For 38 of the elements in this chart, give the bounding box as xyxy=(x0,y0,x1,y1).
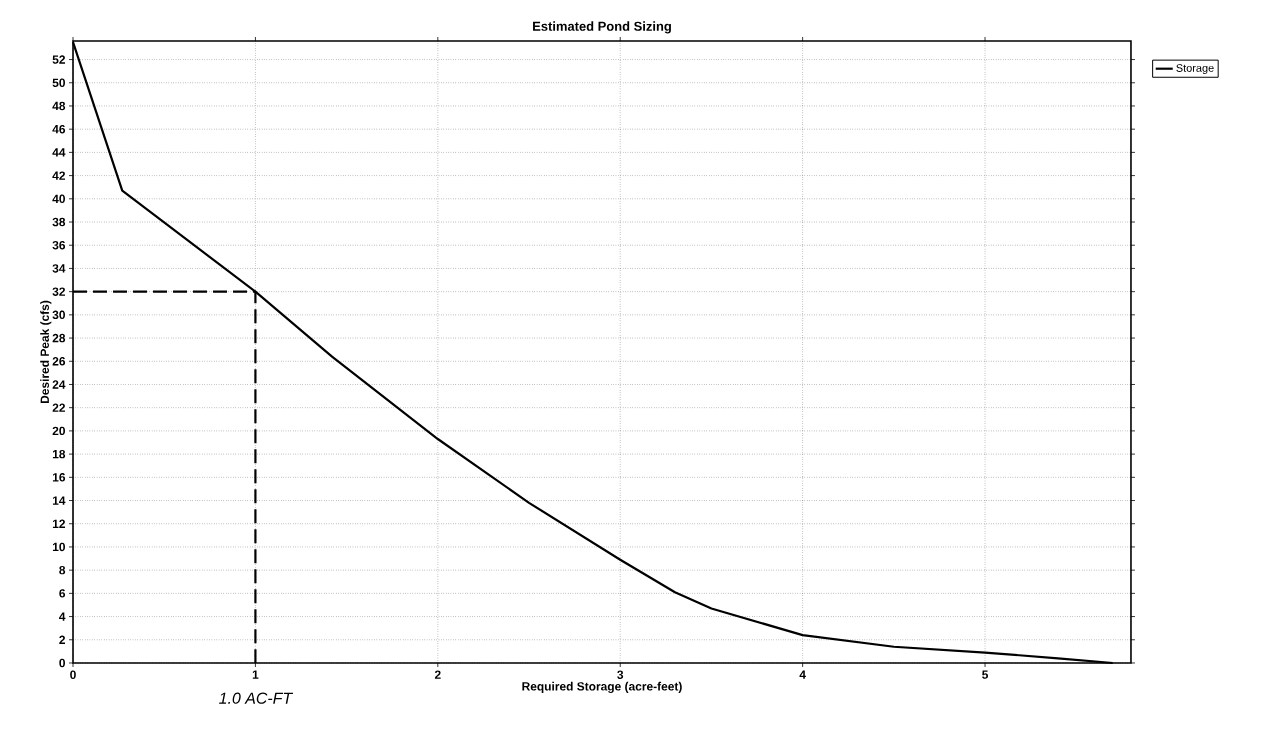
y-tick-label: 26 xyxy=(52,357,66,366)
x-axis-title: Required Storage (acre-feet) xyxy=(522,681,682,694)
y-tick-label: 50 xyxy=(52,78,65,87)
y-axis-title: Desired Peak (cfs) xyxy=(40,300,52,404)
y-tick-label: 24 xyxy=(52,380,66,389)
y-tick-label: 22 xyxy=(52,403,66,412)
x-tick-label: 4 xyxy=(799,670,806,679)
y-tick-label: 42 xyxy=(52,171,66,180)
y-tick-label: 18 xyxy=(52,449,66,459)
x-tick-label: 3 xyxy=(617,670,624,679)
legend-label: Storage xyxy=(1176,64,1214,75)
y-tick-label: 40 xyxy=(52,194,65,204)
y-tick-label: 20 xyxy=(52,426,65,436)
y-tick-label: 0 xyxy=(59,658,65,668)
y-tick-label: 44 xyxy=(52,148,66,157)
y-tick-label: 46 xyxy=(52,124,66,134)
x-tick-label: 2 xyxy=(434,670,441,679)
y-tick-label: 2 xyxy=(59,635,66,644)
x-tick-label: 0 xyxy=(70,670,76,679)
x-tick-label: 5 xyxy=(982,670,989,679)
y-tick-label: 38 xyxy=(52,217,66,227)
y-tick-label: 30 xyxy=(52,310,65,320)
y-tick-label: 12 xyxy=(52,519,66,528)
annotation: 1.0 AC-FT xyxy=(219,692,294,704)
y-tick-label: 8 xyxy=(59,565,66,575)
y-tick-label: 48 xyxy=(52,101,66,111)
y-tick-label: 52 xyxy=(52,55,66,64)
chart-title: Estimated Pond Sizing xyxy=(533,21,671,34)
y-tick-label: 4 xyxy=(59,612,66,621)
y-tick-label: 28 xyxy=(52,333,66,343)
y-tick-label: 32 xyxy=(52,287,66,296)
y-tick-label: 10 xyxy=(52,542,65,552)
y-tick-label: 36 xyxy=(52,240,66,250)
y-tick-label: 14 xyxy=(52,496,66,505)
x-tick-label: 1 xyxy=(252,670,259,679)
y-tick-label: 16 xyxy=(52,473,66,482)
y-tick-label: 6 xyxy=(59,589,66,598)
y-tick-label: 34 xyxy=(52,264,66,273)
